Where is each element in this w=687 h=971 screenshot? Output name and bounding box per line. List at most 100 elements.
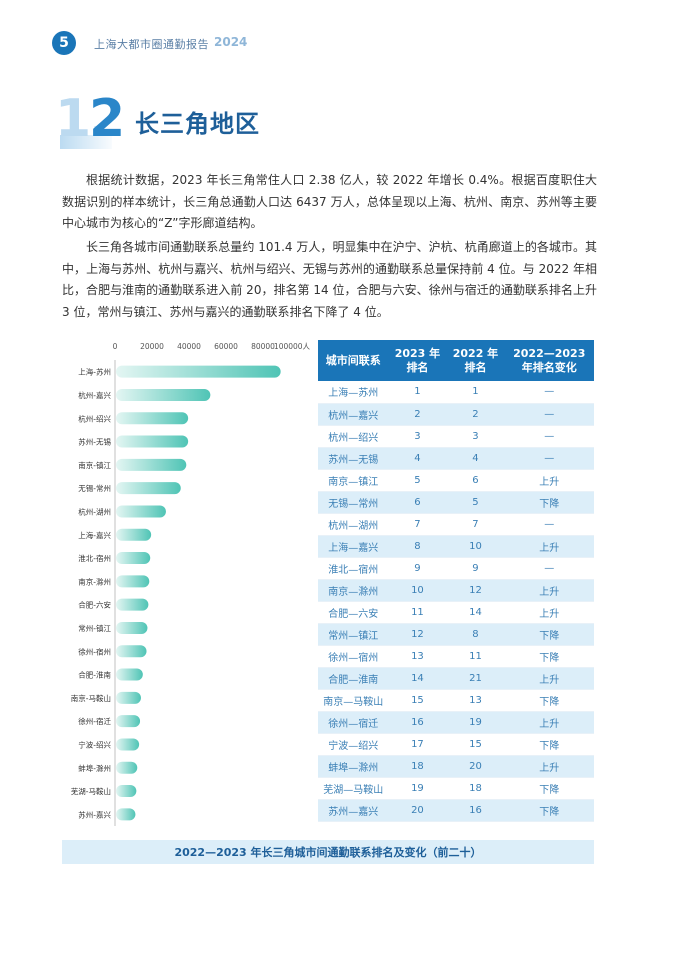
section-number-minor: 2 — [89, 89, 126, 149]
table-cell: 4 — [388, 447, 447, 470]
table-cell: 6 — [388, 491, 447, 514]
table-cell: 17 — [388, 733, 447, 756]
table-cell: 12 — [388, 623, 447, 646]
table-row: 南京—滁州 10 12 上升 — [318, 579, 594, 602]
table-cell: 宁波—绍兴 — [318, 733, 389, 756]
bar — [116, 365, 281, 378]
table-cell: 14 — [446, 601, 505, 624]
category-label: 南京-滁州 — [78, 576, 111, 586]
ranking-table: 城市间联系 2023 年排名 2022 年排名 2022—2023 年排名变化 上海—苏… — [318, 340, 594, 822]
table-row: 徐州—宿州 13 11 下降 — [318, 645, 594, 668]
table-cell: 苏州—无锡 — [318, 447, 389, 470]
category-label: 芜湖-马鞍山 — [71, 786, 111, 796]
table-cell: 杭州—绍兴 — [318, 425, 389, 448]
table-row: 上海—苏州 1 1— — [318, 381, 594, 404]
table-header-cell: 2023 年排名 — [388, 340, 447, 381]
table-cell: 9 — [388, 557, 447, 580]
table-cell: 3 — [388, 425, 447, 448]
table-cell: 上海—嘉兴 — [318, 535, 389, 558]
table-row: 南京—马鞍山 15 13 下降 — [318, 689, 594, 712]
table-row: 合肥—淮南 14 21 上升 — [318, 667, 594, 690]
x-tick-label: 60000 — [214, 342, 238, 351]
bar — [116, 435, 189, 448]
table-cell: 合肥—淮南 — [318, 667, 389, 690]
category-label: 无锡-常州 — [78, 484, 111, 493]
bar — [116, 598, 149, 611]
table-header-cell: 城市间联系 — [318, 340, 389, 381]
table-row: 宁波—绍兴 17 15 下降 — [318, 733, 594, 756]
x-tick-label: 40000 — [177, 342, 201, 351]
table-cell: 2 — [446, 403, 505, 426]
table-cell: 19 — [388, 777, 447, 800]
bar — [116, 808, 136, 821]
table-header-row: 城市间联系 2023 年排名 2022 年排名 2022—2023 年排名变化 — [318, 340, 594, 381]
section-decoration-bar — [60, 135, 112, 149]
table-cell: — — [504, 513, 594, 536]
table-cell: 20 — [388, 799, 447, 822]
table-cell: — — [504, 425, 594, 448]
x-tick-label: 20000 — [140, 342, 164, 351]
table-header-cell: 2022—2023 年排名变化 — [504, 340, 594, 381]
table-row: 无锡—常州 6 5 下降 — [318, 491, 594, 514]
table-cell: 8 — [446, 623, 505, 646]
category-label: 上海-嘉兴 — [78, 530, 111, 540]
commute-bar-chart: 0 20000 40000 60000 80000 100000人 上海-苏州杭州-嘉兴杭… — [71, 342, 311, 826]
table-cell: 14 — [388, 667, 447, 690]
table-cell: 1 — [446, 381, 505, 404]
table-row: 淮北—宿州 9 9— — [318, 557, 594, 580]
table-cell: 16 — [388, 711, 447, 734]
table-row: 杭州—湖州 7 7— — [318, 513, 594, 536]
table-row: 杭州—绍兴 3 3— — [318, 425, 594, 448]
table-cell: 16 — [446, 799, 505, 822]
x-tick-label: 0 — [113, 342, 118, 351]
table-cell: 上海—苏州 — [318, 381, 389, 404]
table-cell: 上升 — [504, 755, 594, 778]
table-cell: 上升 — [504, 579, 594, 602]
figure-caption: 2022—2023 年长三角城市间通勤联系排名及变化（前二十） — [62, 840, 594, 864]
table-cell: 南京—滁州 — [318, 579, 389, 602]
table-cell: 4 — [446, 447, 505, 470]
bar — [116, 738, 140, 751]
table-cell: 蚌埠—滁州 — [318, 755, 389, 778]
table-cell: 20 — [446, 755, 505, 778]
table-cell: 5 — [388, 469, 447, 492]
category-label: 南京-马鞍山 — [71, 693, 111, 703]
table-row: 蚌埠—滁州 18 20 上升 — [318, 755, 594, 778]
page-number: 5 — [52, 31, 76, 55]
table-cell: 3 — [446, 425, 505, 448]
x-tick-label: 100000人 — [274, 342, 311, 351]
table-cell: 无锡—常州 — [318, 491, 389, 514]
table-cell: 上升 — [504, 711, 594, 734]
table-cell: 下降 — [504, 733, 594, 756]
table-cell: 15 — [388, 689, 447, 712]
table-cell: 常州—镇江 — [318, 623, 389, 646]
table-cell: 杭州—嘉兴 — [318, 403, 389, 426]
category-label: 苏州-嘉兴 — [78, 809, 111, 819]
category-label: 常州-镇江 — [78, 623, 111, 633]
table-cell: — — [504, 381, 594, 404]
section-number-major: 1. — [55, 89, 109, 149]
table-cell: 芜湖—马鞍山 — [318, 777, 389, 800]
category-label: 徐州-宿州 — [78, 646, 111, 656]
category-label: 宁波-绍兴 — [78, 739, 111, 749]
report-title: 上海大都市圈通勤报告 — [94, 38, 209, 51]
table-cell: 下降 — [504, 491, 594, 514]
bar — [116, 528, 152, 541]
table-cell: 下降 — [504, 777, 594, 800]
bar — [116, 388, 211, 401]
category-label: 杭州-绍兴 — [78, 413, 111, 423]
category-label: 上海-苏州 — [78, 367, 111, 377]
table-row: 苏州—无锡 4 4— — [318, 447, 594, 470]
table-row: 合肥—六安 11 14 上升 — [318, 601, 594, 624]
table-row: 徐州—宿迁 16 19 上升 — [318, 711, 594, 734]
table-cell: 下降 — [504, 689, 594, 712]
category-label: 南京-镇江 — [78, 460, 111, 470]
table-cell: 2 — [388, 403, 447, 426]
table-cell: 南京—镇江 — [318, 469, 389, 492]
table-cell: 上升 — [504, 601, 594, 624]
table-cell: 南京—马鞍山 — [318, 689, 389, 712]
table-row: 上海—嘉兴 8 10 上升 — [318, 535, 594, 558]
table-cell: 12 — [446, 579, 505, 602]
table-cell: — — [504, 403, 594, 426]
table-header-cell: 2022 年排名 — [446, 340, 505, 381]
